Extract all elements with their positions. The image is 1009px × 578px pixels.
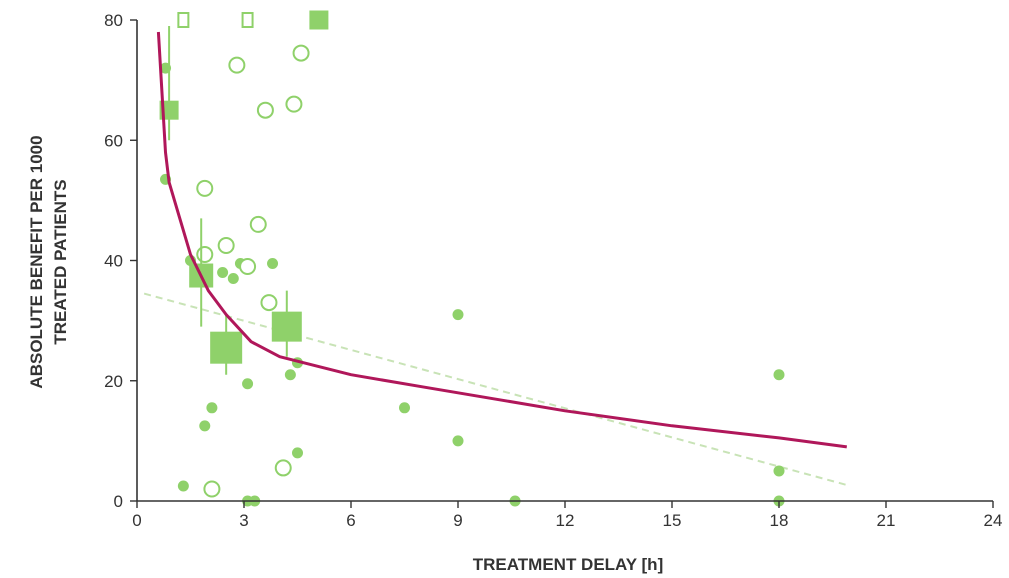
x-axis-title: TREATMENT DELAY [h]: [473, 555, 663, 574]
data-point-filled-circle: [452, 309, 464, 321]
data-point-filled-circle: [177, 480, 189, 492]
data-point-filled-circle: [217, 267, 229, 279]
data-point-open-circle: [260, 294, 278, 312]
x-tick-label: 0: [132, 511, 141, 530]
data-point-open-square: [177, 12, 190, 28]
data-point-filled-circle: [199, 420, 211, 432]
x-tick-label: 18: [770, 511, 789, 530]
data-point-open-circle: [249, 215, 267, 233]
data-point-open-circle: [217, 236, 235, 254]
data-point-open-circle: [292, 44, 310, 62]
x-tick-label: 15: [663, 511, 682, 530]
data-point-filled-circle: [773, 369, 785, 381]
data-point-filled-circle: [773, 465, 785, 477]
data-point-filled-circle: [267, 258, 279, 270]
data-point-filled-square: [210, 331, 243, 364]
y-tick-label: 20: [104, 372, 123, 391]
data-point-filled-circle: [452, 435, 464, 447]
y-tick-label: 40: [104, 252, 123, 271]
data-point-open-square: [241, 12, 254, 28]
linear-trend-line: [143, 292, 851, 487]
data-point-filled-circle: [227, 273, 239, 285]
x-tick-label: 9: [453, 511, 462, 530]
data-point-open-circle: [228, 56, 246, 74]
y-tick-label: 60: [104, 131, 123, 150]
data-point-open-circle: [256, 101, 274, 119]
x-tick-label: 3: [239, 511, 248, 530]
data-point-open-circle: [196, 179, 214, 197]
data-point-open-circle: [196, 245, 214, 263]
x-tick-label: 21: [877, 511, 896, 530]
data-point-filled-circle: [399, 402, 410, 414]
x-tick-label: 6: [346, 511, 355, 530]
x-tick-label: 12: [556, 511, 575, 530]
data-point-filled-square: [309, 10, 329, 30]
data-point-open-circle: [239, 258, 257, 276]
x-tick-label: 24: [984, 511, 1003, 530]
data-point-open-circle: [274, 459, 292, 477]
data-point-filled-circle: [284, 369, 296, 381]
y-tick-label: 0: [114, 492, 123, 511]
trend-line-layer: [143, 292, 851, 487]
data-point-filled-circle: [292, 447, 303, 459]
y-tick-label: 80: [104, 11, 123, 30]
data-point-filled-circle: [206, 402, 218, 414]
fitted-curve-layer: [156, 31, 847, 449]
axis-ticks: 0 3 6 9 12 15 18 21 24 0 20 40 60 80: [104, 11, 1002, 530]
data-point-open-circle: [285, 95, 303, 113]
y-axis-title-line-2: TREATED PATIENTS: [51, 179, 70, 344]
data-point-filled-circle: [242, 378, 254, 390]
fitted-curve-line: [156, 31, 847, 449]
data-point-open-circle: [203, 480, 221, 498]
data-points-layer: [159, 10, 785, 507]
y-axis-title-line-1: ABSOLUTE BENEFIT PER 1000: [27, 135, 46, 388]
axes: [136, 20, 993, 502]
data-point-filled-square: [271, 311, 302, 342]
